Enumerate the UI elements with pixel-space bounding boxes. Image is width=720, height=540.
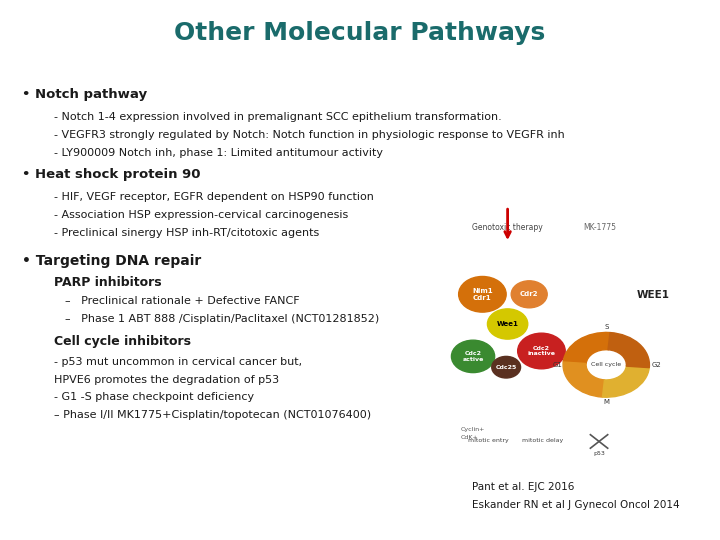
Text: Cdc2
inactive: Cdc2 inactive — [528, 346, 555, 356]
Text: M: M — [603, 399, 609, 404]
Wedge shape — [603, 366, 649, 397]
Circle shape — [511, 281, 547, 308]
Circle shape — [459, 276, 506, 312]
Text: MK-1775: MK-1775 — [583, 223, 616, 232]
Text: Cell cycle: Cell cycle — [591, 362, 621, 367]
Text: HPVE6 promotes the degradation of p53: HPVE6 promotes the degradation of p53 — [54, 375, 279, 384]
Wedge shape — [563, 333, 610, 363]
Text: - LY900009 Notch inh, phase 1: Limited antitumour activity: - LY900009 Notch inh, phase 1: Limited a… — [54, 148, 383, 158]
Text: p53: p53 — [593, 451, 605, 456]
Text: • Targeting DNA repair: • Targeting DNA repair — [22, 254, 201, 268]
Text: - G1 -S phase checkpoint deficiency: - G1 -S phase checkpoint deficiency — [54, 393, 254, 402]
Text: mitotic entry: mitotic entry — [468, 437, 509, 443]
Text: Nim1
Cdr1: Nim1 Cdr1 — [472, 288, 492, 301]
Wedge shape — [563, 362, 605, 397]
Text: PARP inhibitors: PARP inhibitors — [54, 276, 161, 289]
Text: –   Phase 1 ABT 888 /Cisplatin/Paclitaxel (NCT01281852): – Phase 1 ABT 888 /Cisplatin/Paclitaxel … — [65, 314, 379, 323]
Text: Other Molecular Pathways: Other Molecular Pathways — [174, 22, 546, 45]
Text: G2: G2 — [652, 362, 662, 368]
Text: Wee1: Wee1 — [497, 321, 518, 327]
Text: - Association HSP expression-cervical carcinogenesis: - Association HSP expression-cervical ca… — [54, 210, 348, 220]
Text: - Notch 1-4 expression involved in premalignant SCC epithelium transformation.: - Notch 1-4 expression involved in prema… — [54, 112, 502, 122]
Text: WEE1: WEE1 — [636, 289, 670, 300]
Text: - VEGFR3 strongly regulated by Notch: Notch function in physiologic response to : - VEGFR3 strongly regulated by Notch: No… — [54, 130, 564, 140]
Circle shape — [518, 333, 565, 369]
Circle shape — [492, 356, 521, 378]
Text: Eskander RN et al J Gynecol Oncol 2014: Eskander RN et al J Gynecol Oncol 2014 — [472, 500, 679, 510]
Text: Cell cycle inhibitors: Cell cycle inhibitors — [54, 335, 191, 348]
Text: –   Preclinical rationale + Defective FANCF: – Preclinical rationale + Defective FANC… — [65, 296, 300, 306]
Circle shape — [451, 340, 495, 373]
Text: - Preclinical sinergy HSP inh-RT/citotoxic agents: - Preclinical sinergy HSP inh-RT/citotox… — [54, 228, 319, 238]
Text: mitotic delay: mitotic delay — [522, 437, 563, 443]
Text: Pant et al. EJC 2016: Pant et al. EJC 2016 — [472, 482, 574, 492]
Text: CdK+: CdK+ — [461, 435, 479, 440]
Text: • Heat shock protein 90: • Heat shock protein 90 — [22, 168, 200, 181]
Text: Cdc2
active: Cdc2 active — [462, 351, 484, 362]
Text: G1: G1 — [552, 362, 562, 368]
Text: - HIF, VEGF receptor, EGFR dependent on HSP90 function: - HIF, VEGF receptor, EGFR dependent on … — [54, 192, 374, 202]
Text: Cyclin+: Cyclin+ — [461, 427, 485, 432]
Text: Cdc25: Cdc25 — [495, 364, 517, 370]
Text: - p53 mut uncommon in cervical cancer but,: - p53 mut uncommon in cervical cancer bu… — [54, 357, 302, 367]
Text: • Notch pathway: • Notch pathway — [22, 88, 147, 101]
Text: S: S — [604, 324, 608, 330]
Text: Cdr2: Cdr2 — [520, 291, 539, 298]
Text: Genotoxic therapy: Genotoxic therapy — [472, 223, 542, 232]
Wedge shape — [608, 333, 649, 368]
Circle shape — [487, 309, 528, 339]
Text: – Phase I/II MK1775+Cisplatin/topotecan (NCT01076400): – Phase I/II MK1775+Cisplatin/topotecan … — [54, 410, 371, 420]
